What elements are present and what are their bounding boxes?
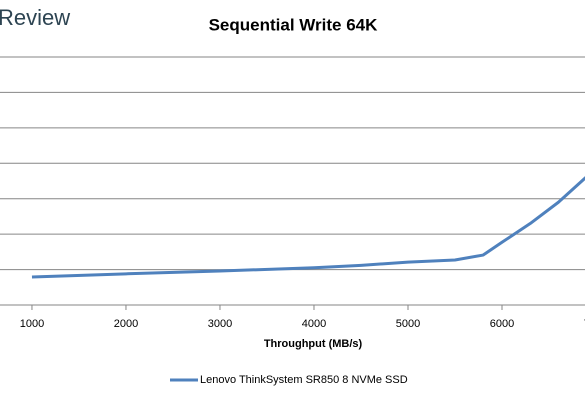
x-tick-label: 2000: [114, 318, 138, 330]
line-series: [31, 176, 585, 279]
x-tick-label: 6000: [490, 318, 514, 330]
legend-label: Lenovo ThinkSystem SR850 8 NVMe SSD: [200, 374, 408, 386]
x-tick-label: 4000: [302, 318, 326, 330]
x-tick-label: 7000: [584, 318, 585, 330]
logo: Review: [0, 5, 70, 30]
x-tick-label: 1000: [20, 318, 44, 330]
x-axis-label: Throughput (MB/s): [264, 338, 363, 350]
x-tick-label: 3000: [208, 318, 232, 330]
chart-title: Sequential Write 64K: [209, 15, 379, 34]
x-tick-label: 5000: [396, 318, 420, 330]
